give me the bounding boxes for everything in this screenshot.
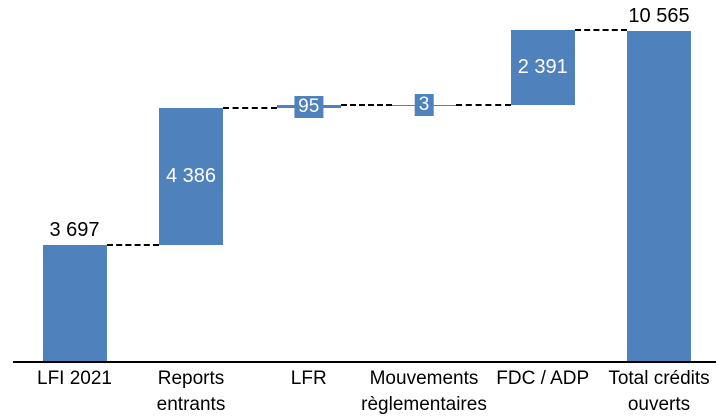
- x-axis-line: [13, 360, 716, 363]
- x-axis-label-total-cre-dits-ouverts: Total crédits ouverts: [608, 368, 710, 416]
- bar-fdc-adp: [510, 30, 575, 106]
- bar-value-label-lfr: 95: [294, 95, 324, 118]
- connector-line-1: [106, 244, 159, 247]
- connector-line-3: [340, 104, 392, 107]
- x-axis-label-lfr: LFR: [290, 368, 327, 389]
- bar-lfi-2021: [42, 245, 107, 361]
- connector-line-4: [456, 104, 511, 107]
- x-axis-label-lfi-2021: LFI 2021: [37, 368, 112, 389]
- bar-value-label-reports-entrants: 4 386: [165, 165, 217, 188]
- bar-total-cre-dits-ouverts: [627, 30, 691, 361]
- x-axis-label-mouvements-re-glementaires: Mouvements règlementaires: [361, 368, 487, 416]
- bar-reports-entrants: [159, 108, 223, 246]
- bar-value-label-fdc-adp: 2 391: [517, 56, 568, 79]
- connector-line-2: [223, 107, 277, 110]
- connector-line-5: [574, 29, 627, 32]
- x-axis-label-reports-entrants: Reports entrants: [156, 368, 226, 416]
- x-axis-label-fdc-adp: FDC / ADP: [496, 368, 590, 389]
- bar-value-label-total-cre-dits-ouverts: 10 565: [628, 4, 690, 27]
- bar-value-label-lfi-2021: 3 697: [49, 219, 100, 242]
- bar-value-label-mouvements-re-glementaires: 3: [414, 94, 434, 117]
